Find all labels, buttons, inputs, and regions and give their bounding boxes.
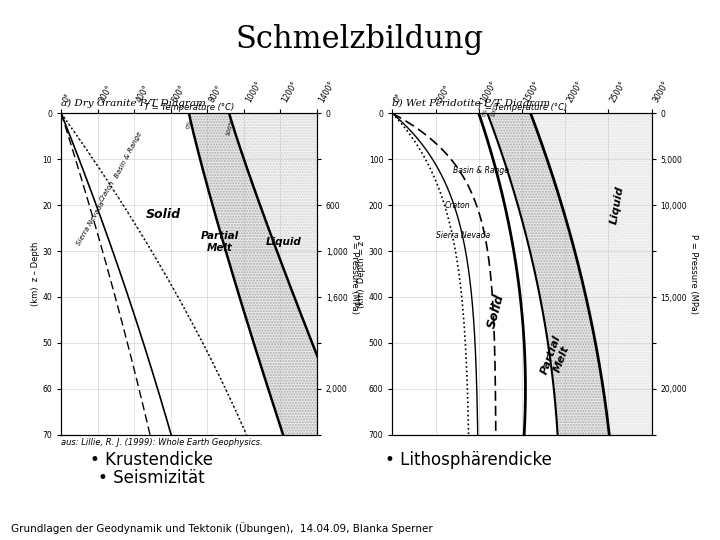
Text: Solid: Solid	[146, 208, 181, 221]
Text: 0%: 0%	[186, 118, 194, 129]
Text: Partial
Melt: Partial Melt	[539, 334, 574, 380]
Text: Partial
Melt: Partial Melt	[201, 231, 239, 253]
Text: Grundlagen der Geodynamik und Tektonik (Übungen),  14.04.09, Blanka Sperner: Grundlagen der Geodynamik und Tektonik (…	[11, 522, 433, 534]
Text: • Seismizität: • Seismizität	[98, 469, 204, 487]
Text: aus: Lillie, R. J. (1999): Whole Earth Geophysics.: aus: Lillie, R. J. (1999): Whole Earth G…	[61, 438, 263, 448]
Text: Solid: Solid	[485, 292, 507, 329]
Text: Craton: Craton	[444, 201, 470, 210]
Text: 22: 22	[636, 511, 660, 529]
Text: Basin & Range: Basin & Range	[114, 131, 143, 179]
Text: Basin & Range: Basin & Range	[453, 166, 509, 176]
Text: Sierra Nevada: Sierra Nevada	[76, 200, 105, 247]
Text: Liquid: Liquid	[608, 185, 626, 225]
Text: a) Dry Granite P/T Diagram: a) Dry Granite P/T Diagram	[61, 99, 206, 108]
Text: b) Wet Peridotite P/T Diagram: b) Wet Peridotite P/T Diagram	[392, 99, 551, 108]
Text: 100%: 100%	[225, 118, 235, 136]
Y-axis label: P = Pressure (MPa): P = Pressure (MPa)	[689, 234, 698, 314]
Text: Craton: Craton	[98, 180, 116, 203]
Y-axis label: P = Pressure (MPa): P = Pressure (MPa)	[350, 234, 359, 314]
Y-axis label: (km)  z – Depth: (km) z – Depth	[31, 242, 40, 306]
Text: T = Temperature (°C): T = Temperature (°C)	[144, 103, 234, 112]
Text: • Krustendicke: • Krustendicke	[90, 451, 212, 469]
Text: Sierra Nevada: Sierra Nevada	[436, 231, 490, 240]
Text: Liquid: Liquid	[266, 237, 302, 247]
Text: Schmelzbildung: Schmelzbildung	[236, 24, 484, 55]
Text: 100%: 100%	[490, 101, 499, 118]
Text: 0%: 0%	[482, 108, 489, 118]
Text: • Lithosphärendicke: • Lithosphärendicke	[384, 451, 552, 469]
Y-axis label: (km)  Depth = z: (km) Depth = z	[357, 240, 366, 308]
Text: T = Temperature (°C): T = Temperature (°C)	[477, 103, 567, 112]
